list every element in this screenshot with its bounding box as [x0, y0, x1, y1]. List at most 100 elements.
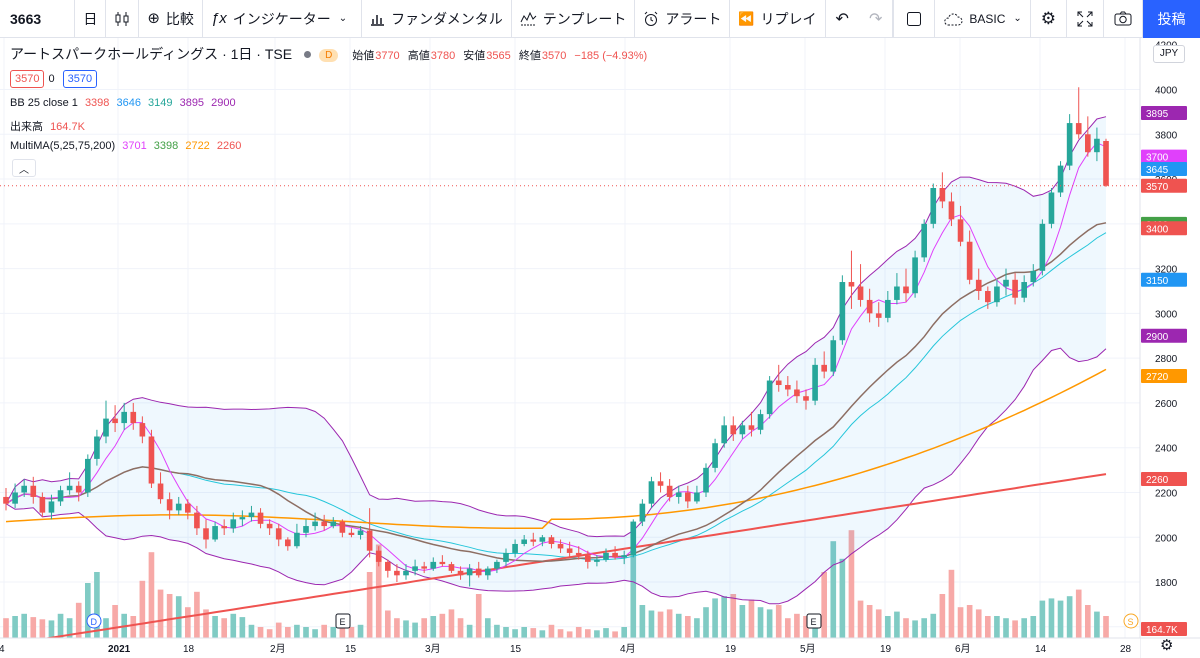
templates-button[interactable]: テンプレート: [512, 0, 636, 38]
candle-body: [730, 425, 737, 435]
volume-name: 出来高: [10, 121, 43, 133]
legend-collapse-button[interactable]: ︿: [12, 159, 36, 177]
volume-bar: [494, 624, 500, 638]
volume-bar: [185, 607, 191, 638]
candle-body: [339, 521, 346, 533]
volume-bar: [594, 630, 600, 638]
replay-button[interactable]: ⏪ リプレイ: [730, 0, 826, 38]
candle-body: [394, 570, 400, 576]
earnings-marker: [806, 613, 822, 629]
compare-label: 比較: [165, 10, 194, 27]
candle-body: [875, 313, 882, 318]
time-tick-label: 3月: [425, 643, 441, 655]
undo-button[interactable]: ↶: [826, 0, 859, 38]
post-button[interactable]: 投稿: [1143, 0, 1200, 38]
volume-bar: [39, 619, 46, 638]
bid-box[interactable]: 3570: [10, 70, 45, 88]
price-label-tag: [1141, 472, 1187, 487]
candle-body: [203, 528, 209, 540]
price-label-text: 3400: [1146, 224, 1169, 235]
redo-icon: ↷: [868, 10, 883, 28]
candle-body: [894, 286, 900, 300]
delay-badge: D: [319, 48, 339, 62]
volume-bar: [312, 629, 318, 638]
axis-settings-button[interactable]: ⚙: [1160, 636, 1173, 654]
candle-body: [403, 570, 409, 576]
candle-body: [612, 552, 618, 558]
symbol-search-button[interactable]: 3663: [0, 0, 76, 38]
symbol-legend: アートスパークホールディングス · 1日 · TSE D 始値3770 高値378…: [10, 44, 656, 64]
volume-bar: [48, 620, 55, 638]
event-marker-label: E: [340, 617, 346, 627]
candle-body: [803, 396, 809, 401]
volume-bar: [812, 620, 818, 638]
redo-button[interactable]: ↷: [859, 0, 894, 38]
fundamentals-button[interactable]: ファンダメンタル: [362, 0, 512, 38]
price-chart[interactable]: 4000380036003400320030002800260024002200…: [0, 38, 1200, 658]
candle-body: [48, 501, 55, 513]
bb-value: 3398: [84, 97, 110, 109]
volume-bar: [75, 602, 82, 638]
chart-area[interactable]: 4000380036003400320030002800260024002200…: [0, 38, 1200, 658]
candle-body: [575, 552, 582, 556]
candle-body: [303, 526, 309, 533]
candle-body: [294, 532, 300, 547]
volume-legend[interactable]: 出来高 164.7K: [10, 118, 89, 134]
interval-button[interactable]: 日: [75, 0, 107, 38]
event-marker-label: E: [811, 617, 817, 627]
candle-body: [457, 570, 464, 576]
compare-button[interactable]: ⊕ 比較: [139, 0, 203, 38]
candle-body: [557, 543, 564, 549]
bb-legend[interactable]: BB 25 close 1 3398 3646 3149 3895 2900: [10, 97, 240, 109]
price-tick-label: 2000: [1155, 533, 1178, 544]
volume-bar: [412, 622, 418, 638]
time-axis-bg: [0, 638, 1140, 658]
candle-body: [21, 485, 27, 493]
candle-body: [1057, 165, 1064, 193]
multima-legend[interactable]: MultiMA(5,25,75,200) 3701 3398 2722 2260: [10, 140, 245, 152]
fullscreen-layout-button[interactable]: [893, 0, 936, 38]
candle-body: [921, 223, 927, 258]
ohlc-values: 始値3770 高値3780 安値3565 終値3570 −185 (−4.93%…: [352, 50, 652, 62]
bb-value: 3895: [179, 97, 205, 109]
volume-bar: [612, 631, 618, 638]
volume-bar: [266, 629, 273, 638]
volume-bar: [939, 594, 946, 638]
indicators-button[interactable]: ƒx インジケーター ⌄: [203, 0, 363, 38]
chart-type-button[interactable]: [106, 0, 140, 38]
volume-bar: [457, 618, 464, 638]
volume-bar: [1012, 620, 1018, 638]
ask-box[interactable]: 3570: [62, 70, 98, 88]
ma-value: 2722: [185, 140, 210, 152]
post-label: 投稿: [1157, 11, 1186, 27]
plus-circle-icon: ⊕: [147, 10, 160, 27]
time-tick-label: 5月: [800, 643, 816, 655]
currency-button[interactable]: JPY: [1153, 45, 1185, 63]
volume-bar: [721, 596, 727, 638]
volume-bar: [12, 616, 18, 638]
volume-bar: [394, 618, 400, 638]
volume-bar: [30, 617, 37, 638]
alert-button[interactable]: アラート: [635, 0, 731, 38]
replay-label: リプレイ: [760, 10, 817, 27]
snapshot-button[interactable]: [1104, 0, 1143, 38]
volume-bar: [903, 618, 909, 638]
fullscreen-button[interactable]: [1067, 0, 1104, 38]
price-label-tag: [1141, 149, 1187, 164]
candle-body: [530, 539, 537, 542]
candle-body: [912, 257, 918, 294]
candle-body: [848, 282, 855, 287]
chevron-down-icon: ⌄: [1013, 13, 1022, 24]
volume-bar: [957, 607, 964, 638]
chevron-down-icon: ⌄: [338, 12, 348, 24]
layout-save-button[interactable]: BASIC ⌄: [935, 0, 1031, 38]
settings-button[interactable]: ⚙: [1031, 0, 1067, 38]
candle-body: [521, 539, 527, 544]
candle-body: [966, 241, 973, 280]
volume-bar: [739, 605, 746, 638]
candle-body: [903, 286, 909, 294]
price-label-text: 2260: [1146, 475, 1169, 486]
volume-bar: [521, 627, 527, 638]
bollinger-lower: [5, 347, 1107, 605]
volume-bar: [539, 630, 546, 638]
